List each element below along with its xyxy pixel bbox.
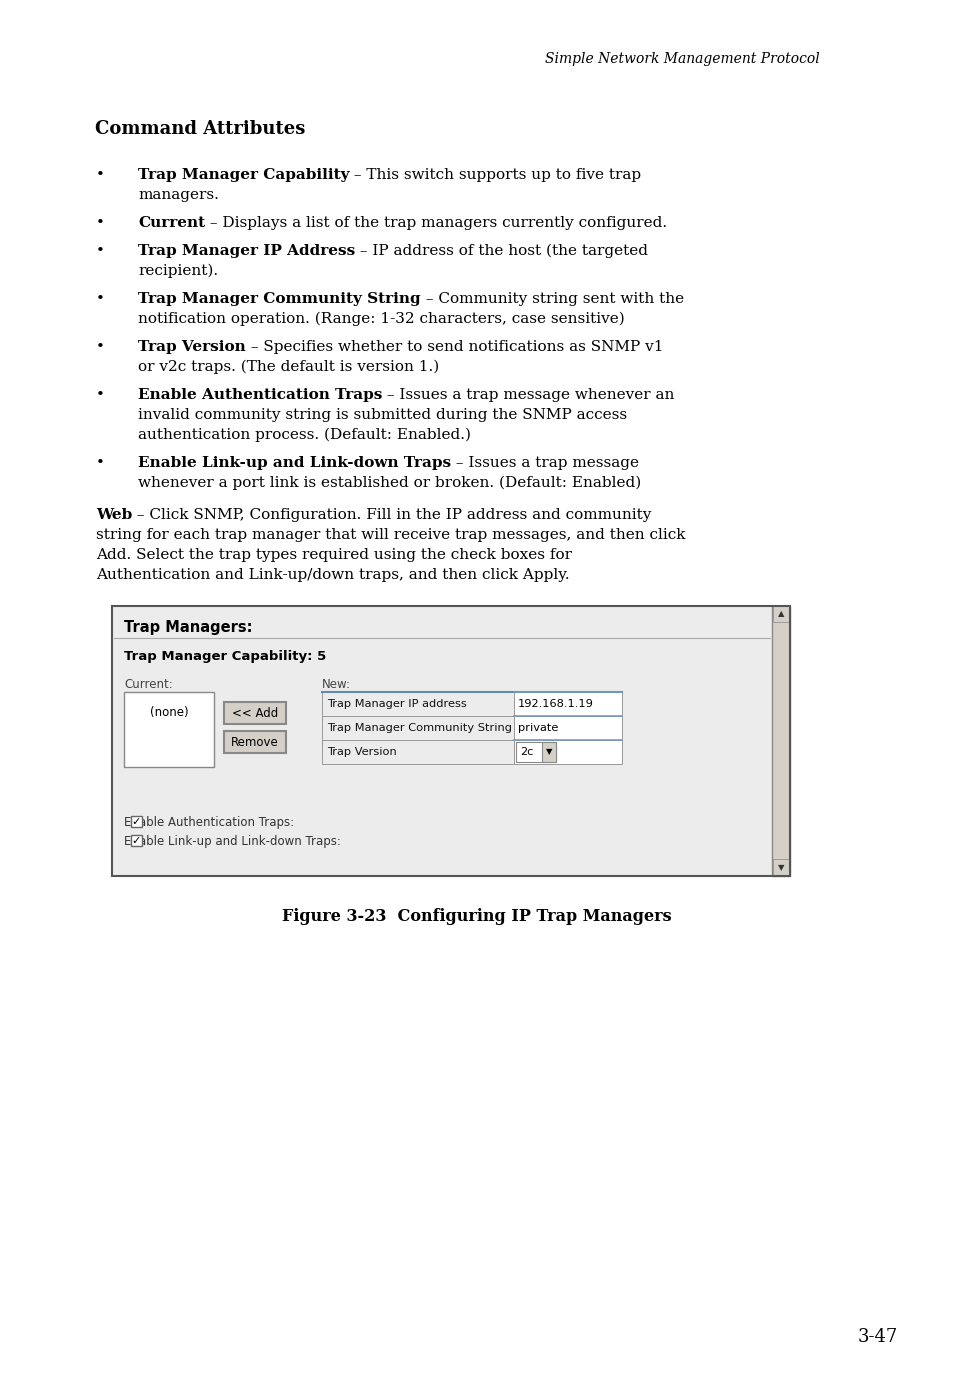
Bar [541, 743, 556, 762]
Text: 192.168.1.19: 192.168.1.19 [517, 700, 594, 709]
Text: Current:: Current: [124, 677, 172, 691]
Bar [772, 859, 788, 874]
Text: New:: New: [322, 677, 351, 691]
Bar [514, 693, 621, 716]
Text: Enable Authentication Traps: Enable Authentication Traps [138, 389, 382, 403]
Bar [772, 607, 788, 622]
Text: ▼: ▼ [777, 863, 783, 873]
Text: Web: Web [96, 508, 132, 522]
Text: Current: Current [138, 217, 205, 230]
Text: – Community string sent with the: – Community string sent with the [420, 291, 683, 305]
Text: Trap Manager IP address: Trap Manager IP address [327, 700, 466, 709]
Text: 3-47: 3-47 [857, 1328, 898, 1346]
Text: private: private [517, 723, 558, 733]
Text: (none): (none) [150, 706, 188, 719]
Bar [514, 740, 621, 763]
Text: •: • [96, 389, 105, 403]
Bar [322, 693, 514, 716]
Text: 2c: 2c [519, 747, 533, 756]
Text: Trap Managers:: Trap Managers: [124, 620, 253, 634]
Bar [131, 816, 142, 827]
Text: – Specifies whether to send notifications as SNMP v1: – Specifies whether to send notification… [246, 340, 662, 354]
Bar [124, 693, 213, 768]
Text: Remove: Remove [231, 736, 278, 748]
Bar [514, 716, 621, 740]
Text: whenever a port link is established or broken. (Default: Enabled): whenever a port link is established or b… [138, 476, 640, 490]
Text: •: • [96, 168, 105, 182]
Text: ✓: ✓ [132, 816, 141, 826]
Text: •: • [96, 457, 105, 471]
Bar [322, 740, 514, 763]
Text: – IP address of the host (the targeted: – IP address of the host (the targeted [355, 244, 648, 258]
Bar [771, 607, 789, 876]
Text: Authentication and Link-up/down traps, and then click Apply.: Authentication and Link-up/down traps, a… [96, 568, 569, 582]
Text: or v2c traps. (The default is version 1.): or v2c traps. (The default is version 1.… [138, 359, 438, 375]
Text: Simple Network Management Protocol: Simple Network Management Protocol [545, 51, 820, 67]
Text: Enable Authentication Traps:: Enable Authentication Traps: [124, 816, 294, 829]
Bar [112, 607, 771, 876]
Bar [131, 836, 142, 847]
Text: •: • [96, 244, 105, 258]
Bar [322, 716, 514, 740]
Text: Trap Version: Trap Version [327, 747, 396, 756]
Text: Trap Manager Capability: 5: Trap Manager Capability: 5 [124, 650, 326, 663]
Text: string for each trap manager that will receive trap messages, and then click: string for each trap manager that will r… [96, 527, 685, 541]
Text: Trap Manager IP Address: Trap Manager IP Address [138, 244, 355, 258]
Bar [112, 607, 789, 876]
Text: Enable Link-up and Link-down Traps:: Enable Link-up and Link-down Traps: [124, 836, 340, 848]
Text: managers.: managers. [138, 187, 218, 203]
Text: << Add: << Add [232, 706, 278, 719]
Text: Command Attributes: Command Attributes [95, 119, 305, 137]
Text: Enable Link-up and Link-down Traps: Enable Link-up and Link-down Traps [138, 457, 451, 471]
Text: ▼: ▼ [545, 748, 552, 756]
Text: notification operation. (Range: 1-32 characters, case sensitive): notification operation. (Range: 1-32 cha… [138, 312, 624, 326]
Text: Trap Manager Capability: Trap Manager Capability [138, 168, 349, 182]
Text: – This switch supports up to five trap: – This switch supports up to five trap [349, 168, 641, 182]
Text: Trap Manager Community String: Trap Manager Community String [138, 291, 420, 305]
Text: – Click SNMP, Configuration. Fill in the IP address and community: – Click SNMP, Configuration. Fill in the… [132, 508, 651, 522]
Text: – Issues a trap message whenever an: – Issues a trap message whenever an [382, 389, 674, 403]
Text: Figure 3-23  Configuring IP Trap Managers: Figure 3-23 Configuring IP Trap Managers [282, 908, 671, 924]
Text: •: • [96, 291, 105, 305]
Bar [224, 731, 286, 754]
Bar [516, 743, 556, 762]
Text: recipient).: recipient). [138, 264, 218, 279]
Text: •: • [96, 340, 105, 354]
Text: Trap Manager Community String: Trap Manager Community String [327, 723, 512, 733]
Text: •: • [96, 217, 105, 230]
Text: invalid community string is submitted during the SNMP access: invalid community string is submitted du… [138, 408, 626, 422]
Text: – Displays a list of the trap managers currently configured.: – Displays a list of the trap managers c… [205, 217, 666, 230]
Text: ▲: ▲ [777, 609, 783, 619]
Text: Trap Version: Trap Version [138, 340, 246, 354]
Text: Add. Select the trap types required using the check boxes for: Add. Select the trap types required usin… [96, 548, 572, 562]
Text: – Issues a trap message: – Issues a trap message [451, 457, 639, 471]
Text: ✓: ✓ [132, 836, 141, 845]
Bar [224, 702, 286, 725]
Text: authentication process. (Default: Enabled.): authentication process. (Default: Enable… [138, 428, 471, 443]
